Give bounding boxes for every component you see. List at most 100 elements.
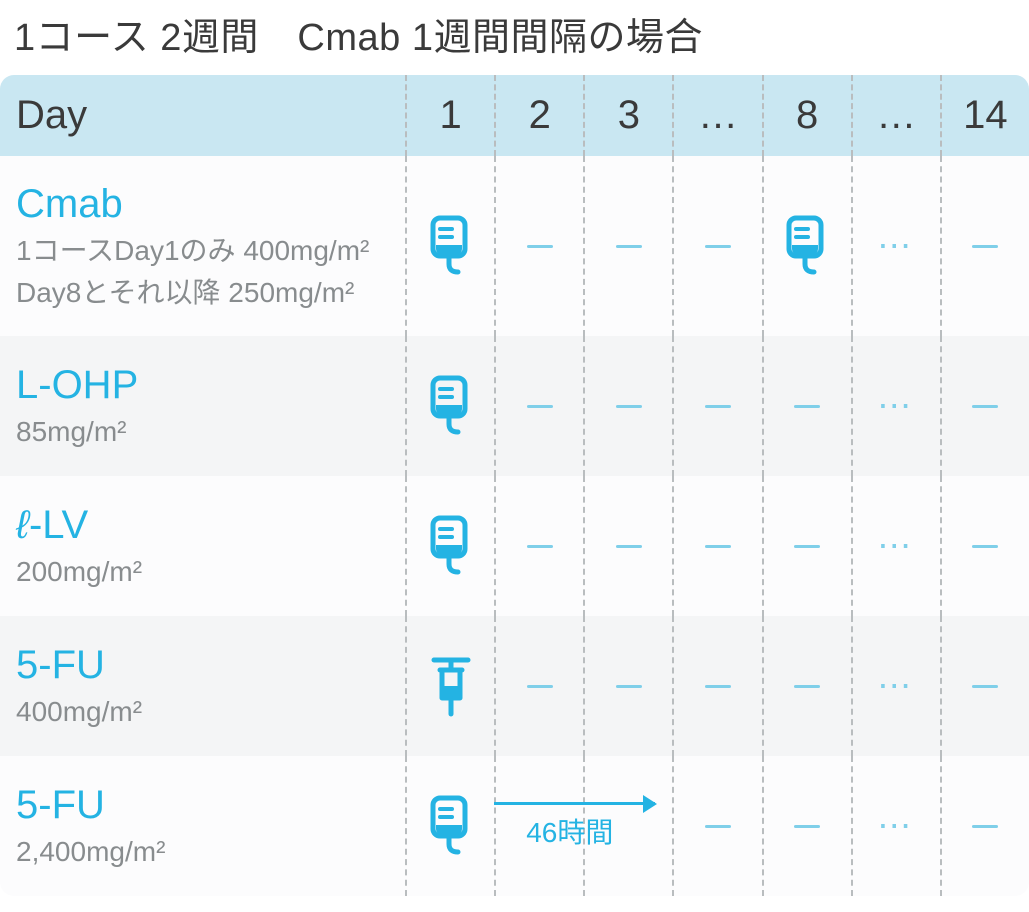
drug-label-cell: ℓ-LV 200mg/m² bbox=[0, 476, 405, 616]
syringe-icon bbox=[428, 654, 474, 718]
no-dose-dash bbox=[616, 545, 642, 548]
table-row: 5-FU2,400mg/m² ⋯46時間 bbox=[0, 756, 1029, 896]
day-cell bbox=[672, 756, 761, 896]
infusion-bag-icon bbox=[425, 794, 477, 858]
no-dose-dash bbox=[705, 405, 731, 408]
day-cell bbox=[494, 616, 583, 756]
infusion-bag-icon bbox=[781, 214, 833, 278]
table-body: Cmab1コースDay1のみ 400mg/m²Day8とそれ以降 250mg/m… bbox=[0, 156, 1029, 896]
day-cell: ⋯ bbox=[851, 476, 940, 616]
drug-label-cell: Cmab1コースDay1のみ 400mg/m²Day8とそれ以降 250mg/m… bbox=[0, 156, 405, 336]
drug-name: ℓ-LV bbox=[16, 501, 389, 549]
infusion-bag-icon bbox=[425, 374, 477, 438]
table-row: ℓ-LV 200mg/m² ⋯ bbox=[0, 476, 1029, 616]
no-dose-dash bbox=[972, 825, 998, 828]
no-dose-dash bbox=[972, 545, 998, 548]
drug-dose: 85mg/m² bbox=[16, 413, 389, 451]
infusion-bag-icon bbox=[425, 794, 477, 858]
no-dose-dash bbox=[794, 685, 820, 688]
infusion-bag-icon bbox=[781, 214, 833, 278]
header-day-cell: … bbox=[851, 75, 940, 156]
drug-dose: 200mg/m² bbox=[16, 553, 389, 591]
header-day-cell: 14 bbox=[940, 75, 1029, 156]
day-cell bbox=[583, 336, 672, 476]
no-dose-dash bbox=[794, 825, 820, 828]
day-cell bbox=[405, 156, 494, 336]
header-day-cell: … bbox=[672, 75, 761, 156]
drug-name: L-OHP bbox=[16, 361, 389, 409]
day-cell bbox=[583, 756, 672, 896]
drug-dose: Day8とそれ以降 250mg/m² bbox=[16, 274, 389, 312]
schedule-container: 1コース 2週間 Cmab 1週間間隔の場合 Day 123…8…14 Cmab… bbox=[0, 0, 1029, 896]
drug-label-cell: 5-FU 400mg/m² bbox=[0, 616, 405, 756]
header-day-columns: 123…8…14 bbox=[405, 75, 1029, 156]
no-dose-dash bbox=[527, 545, 553, 548]
day-cell bbox=[405, 336, 494, 476]
day-cell bbox=[405, 616, 494, 756]
day-cell bbox=[583, 476, 672, 616]
day-cell bbox=[940, 336, 1029, 476]
drug-label-cell: 5-FU2,400mg/m² bbox=[0, 756, 405, 896]
day-cell bbox=[940, 616, 1029, 756]
no-dose-dash bbox=[794, 545, 820, 548]
day-cell bbox=[762, 156, 851, 336]
day-cell bbox=[494, 336, 583, 476]
day-cell bbox=[494, 756, 583, 896]
infusion-bag-icon bbox=[425, 514, 477, 578]
ellipsis-dots: ⋯ bbox=[877, 809, 915, 843]
day-cell bbox=[405, 756, 494, 896]
day-cell: ⋯ bbox=[851, 336, 940, 476]
infusion-bag-icon bbox=[425, 374, 477, 438]
page-title: 1コース 2週間 Cmab 1週間間隔の場合 bbox=[0, 0, 1029, 75]
drug-name: 5-FU bbox=[16, 641, 389, 689]
no-dose-dash bbox=[705, 685, 731, 688]
no-dose-dash bbox=[972, 245, 998, 248]
table-header-row: Day 123…8…14 bbox=[0, 75, 1029, 156]
day-cell bbox=[762, 756, 851, 896]
day-cell bbox=[583, 156, 672, 336]
day-cell bbox=[940, 156, 1029, 336]
infusion-bag-icon bbox=[425, 214, 477, 278]
no-dose-dash bbox=[705, 825, 731, 828]
table-row: Cmab1コースDay1のみ 400mg/m²Day8とそれ以降 250mg/m… bbox=[0, 156, 1029, 336]
drug-dose: 400mg/m² bbox=[16, 693, 389, 731]
no-dose-dash bbox=[705, 245, 731, 248]
no-dose-dash bbox=[527, 245, 553, 248]
drug-label-cell: L-OHP 85mg/m² bbox=[0, 336, 405, 476]
schedule-table: Day 123…8…14 Cmab1コースDay1のみ 400mg/m²Day8… bbox=[0, 75, 1029, 896]
infusion-bag-icon bbox=[425, 214, 477, 278]
day-cell bbox=[672, 336, 761, 476]
row-day-columns: ⋯ bbox=[405, 616, 1029, 756]
no-dose-dash bbox=[972, 685, 998, 688]
drug-name: Cmab bbox=[16, 180, 389, 228]
header-day-cell: 8 bbox=[762, 75, 851, 156]
day-cell: ⋯ bbox=[851, 756, 940, 896]
no-dose-dash bbox=[616, 405, 642, 408]
day-cell bbox=[940, 756, 1029, 896]
header-day-cell: 1 bbox=[405, 75, 494, 156]
ellipsis-dots: ⋯ bbox=[877, 389, 915, 423]
day-cell: ⋯ bbox=[851, 156, 940, 336]
no-dose-dash bbox=[527, 405, 553, 408]
table-row: 5-FU 400mg/m² ⋯ bbox=[0, 616, 1029, 756]
ellipsis-dots: ⋯ bbox=[877, 229, 915, 263]
day-cell bbox=[405, 476, 494, 616]
ellipsis-dots: ⋯ bbox=[877, 529, 915, 563]
no-dose-dash bbox=[705, 545, 731, 548]
day-cell bbox=[494, 476, 583, 616]
header-day-cell: 3 bbox=[583, 75, 672, 156]
ellipsis-dots: ⋯ bbox=[877, 669, 915, 703]
infusion-bag-icon bbox=[425, 514, 477, 578]
no-dose-dash bbox=[616, 685, 642, 688]
day-cell bbox=[672, 476, 761, 616]
day-cell bbox=[672, 156, 761, 336]
table-row: L-OHP 85mg/m² ⋯ bbox=[0, 336, 1029, 476]
row-day-columns: ⋯ bbox=[405, 156, 1029, 336]
header-day-cell: 2 bbox=[494, 75, 583, 156]
day-cell bbox=[494, 156, 583, 336]
day-cell bbox=[762, 336, 851, 476]
no-dose-dash bbox=[972, 405, 998, 408]
row-day-columns: ⋯46時間 bbox=[405, 756, 1029, 896]
day-cell bbox=[583, 616, 672, 756]
syringe-icon bbox=[428, 654, 474, 718]
